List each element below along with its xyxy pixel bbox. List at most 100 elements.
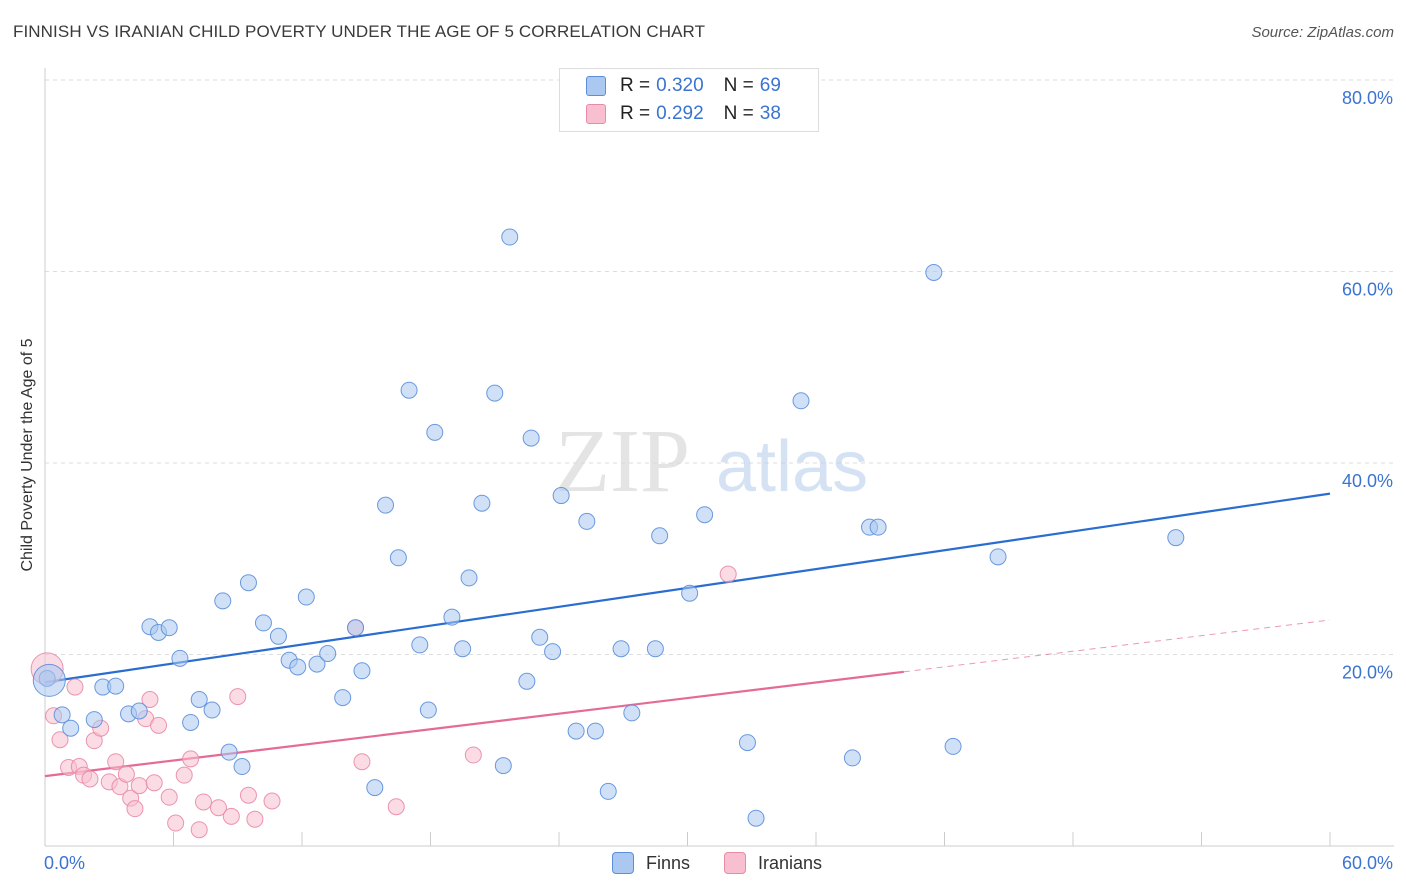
finns-point (681, 584, 699, 602)
series-legend: Finns Iranians (612, 852, 856, 874)
finns-point (623, 704, 641, 722)
finns-point (190, 691, 208, 709)
iranians-point (229, 688, 247, 706)
finns-point (518, 672, 536, 690)
iranians-point (194, 793, 212, 811)
finns-point (182, 713, 200, 731)
finns-point (501, 228, 519, 246)
finns-point (419, 701, 437, 719)
finns-point (460, 569, 478, 587)
finns-point (220, 743, 238, 761)
finns-point (32, 663, 66, 697)
iranians-point (66, 678, 84, 696)
iranians-point (719, 565, 737, 583)
finns-point (319, 645, 337, 663)
trend-lines (44, 492, 1331, 778)
finns-point (552, 487, 570, 505)
watermark: ZIP atlas (555, 412, 868, 511)
finns-point (989, 548, 1007, 566)
finns-point (486, 384, 504, 402)
iranians-point (387, 798, 405, 816)
iranians-point (51, 731, 69, 749)
finns-point (400, 381, 418, 399)
finns-point (473, 494, 491, 512)
finns-point (1167, 529, 1185, 547)
iranians-r-label: R = (620, 103, 651, 124)
finns-point (53, 706, 71, 724)
iranians-legend-label: Iranians (758, 852, 823, 873)
iranians-point (117, 765, 135, 783)
iranians-point (222, 807, 240, 825)
iranians-point (160, 788, 178, 806)
finns-point (792, 392, 810, 410)
tick-labels: 20.0% 40.0% 60.0% 80.0% 0.0% 60.0% (44, 88, 1393, 873)
finns-point (567, 722, 585, 740)
finns-point (239, 574, 257, 592)
iranians-point (145, 774, 163, 792)
finns-point (308, 655, 326, 673)
finns-r-value: 0.320 (656, 75, 704, 96)
finns-point (254, 614, 272, 632)
finns-point (214, 592, 232, 610)
finns-point (62, 719, 80, 737)
finns-point (334, 689, 352, 707)
y-tick-label: 20.0% (1342, 663, 1393, 683)
source-credit: Source: ZipAtlas.com (1251, 24, 1394, 41)
finns-point (869, 518, 887, 536)
finns-point (586, 722, 604, 740)
iranians-point (81, 770, 99, 788)
y-tick-label: 40.0% (1342, 471, 1393, 491)
iranians-point (126, 800, 144, 818)
finns-point (411, 636, 429, 654)
iranians-point (190, 821, 208, 839)
iranians-point (141, 691, 159, 709)
iranians-point (107, 753, 125, 771)
gridlines (45, 79, 1394, 655)
finns-legend-swatch (612, 852, 634, 874)
finns-point (366, 779, 384, 797)
finns-point (578, 512, 596, 530)
legend-item-iranians[interactable]: Iranians (724, 852, 822, 874)
stats-legend: R = 0.320 N = 69 R = 0.292 N = 38 (559, 68, 819, 132)
y-tick-label: 80.0% (1342, 88, 1393, 108)
data-points (30, 228, 1185, 839)
finns-point (494, 757, 512, 775)
iranians-point (246, 810, 264, 828)
iranians-point (150, 716, 168, 734)
finns-n-value: 69 (759, 75, 781, 96)
watermark-atlas: atlas (716, 427, 868, 507)
finns-r-label: R = (620, 75, 651, 96)
finns-point (843, 749, 861, 767)
finns-point (612, 640, 630, 658)
y-tick-label: 60.0% (1342, 280, 1393, 300)
axes (44, 68, 1394, 847)
finns-point (107, 677, 125, 695)
iranians-n-label: N = (723, 103, 754, 124)
legend-item-finns[interactable]: Finns (612, 852, 690, 874)
iranians-legend-swatch (724, 852, 747, 874)
iranians-point (464, 746, 482, 764)
finns-point (747, 809, 765, 827)
finns-point (544, 643, 562, 661)
x-tick-label: 60.0% (1342, 853, 1393, 873)
finns-point (599, 782, 617, 800)
finns-point (130, 702, 148, 720)
finns-legend-label: Finns (646, 852, 691, 873)
iranians-n-value: 38 (759, 103, 781, 124)
finns-point (233, 758, 251, 776)
finns-point (651, 527, 669, 545)
finns-point (85, 711, 103, 729)
finns-point (925, 263, 943, 281)
finns-n-label: N = (723, 75, 754, 96)
finns-point (171, 649, 189, 667)
finns-point (944, 737, 962, 755)
legend-row-iranians: R = 0.292 N = 38 (586, 103, 781, 125)
finns-point (389, 549, 407, 567)
finns-point (531, 628, 549, 646)
finns-point (160, 619, 178, 637)
iranians-point (353, 753, 371, 771)
iranians-r-value: 0.292 (656, 103, 704, 124)
finns-point (454, 640, 472, 658)
finns-point (696, 506, 714, 524)
